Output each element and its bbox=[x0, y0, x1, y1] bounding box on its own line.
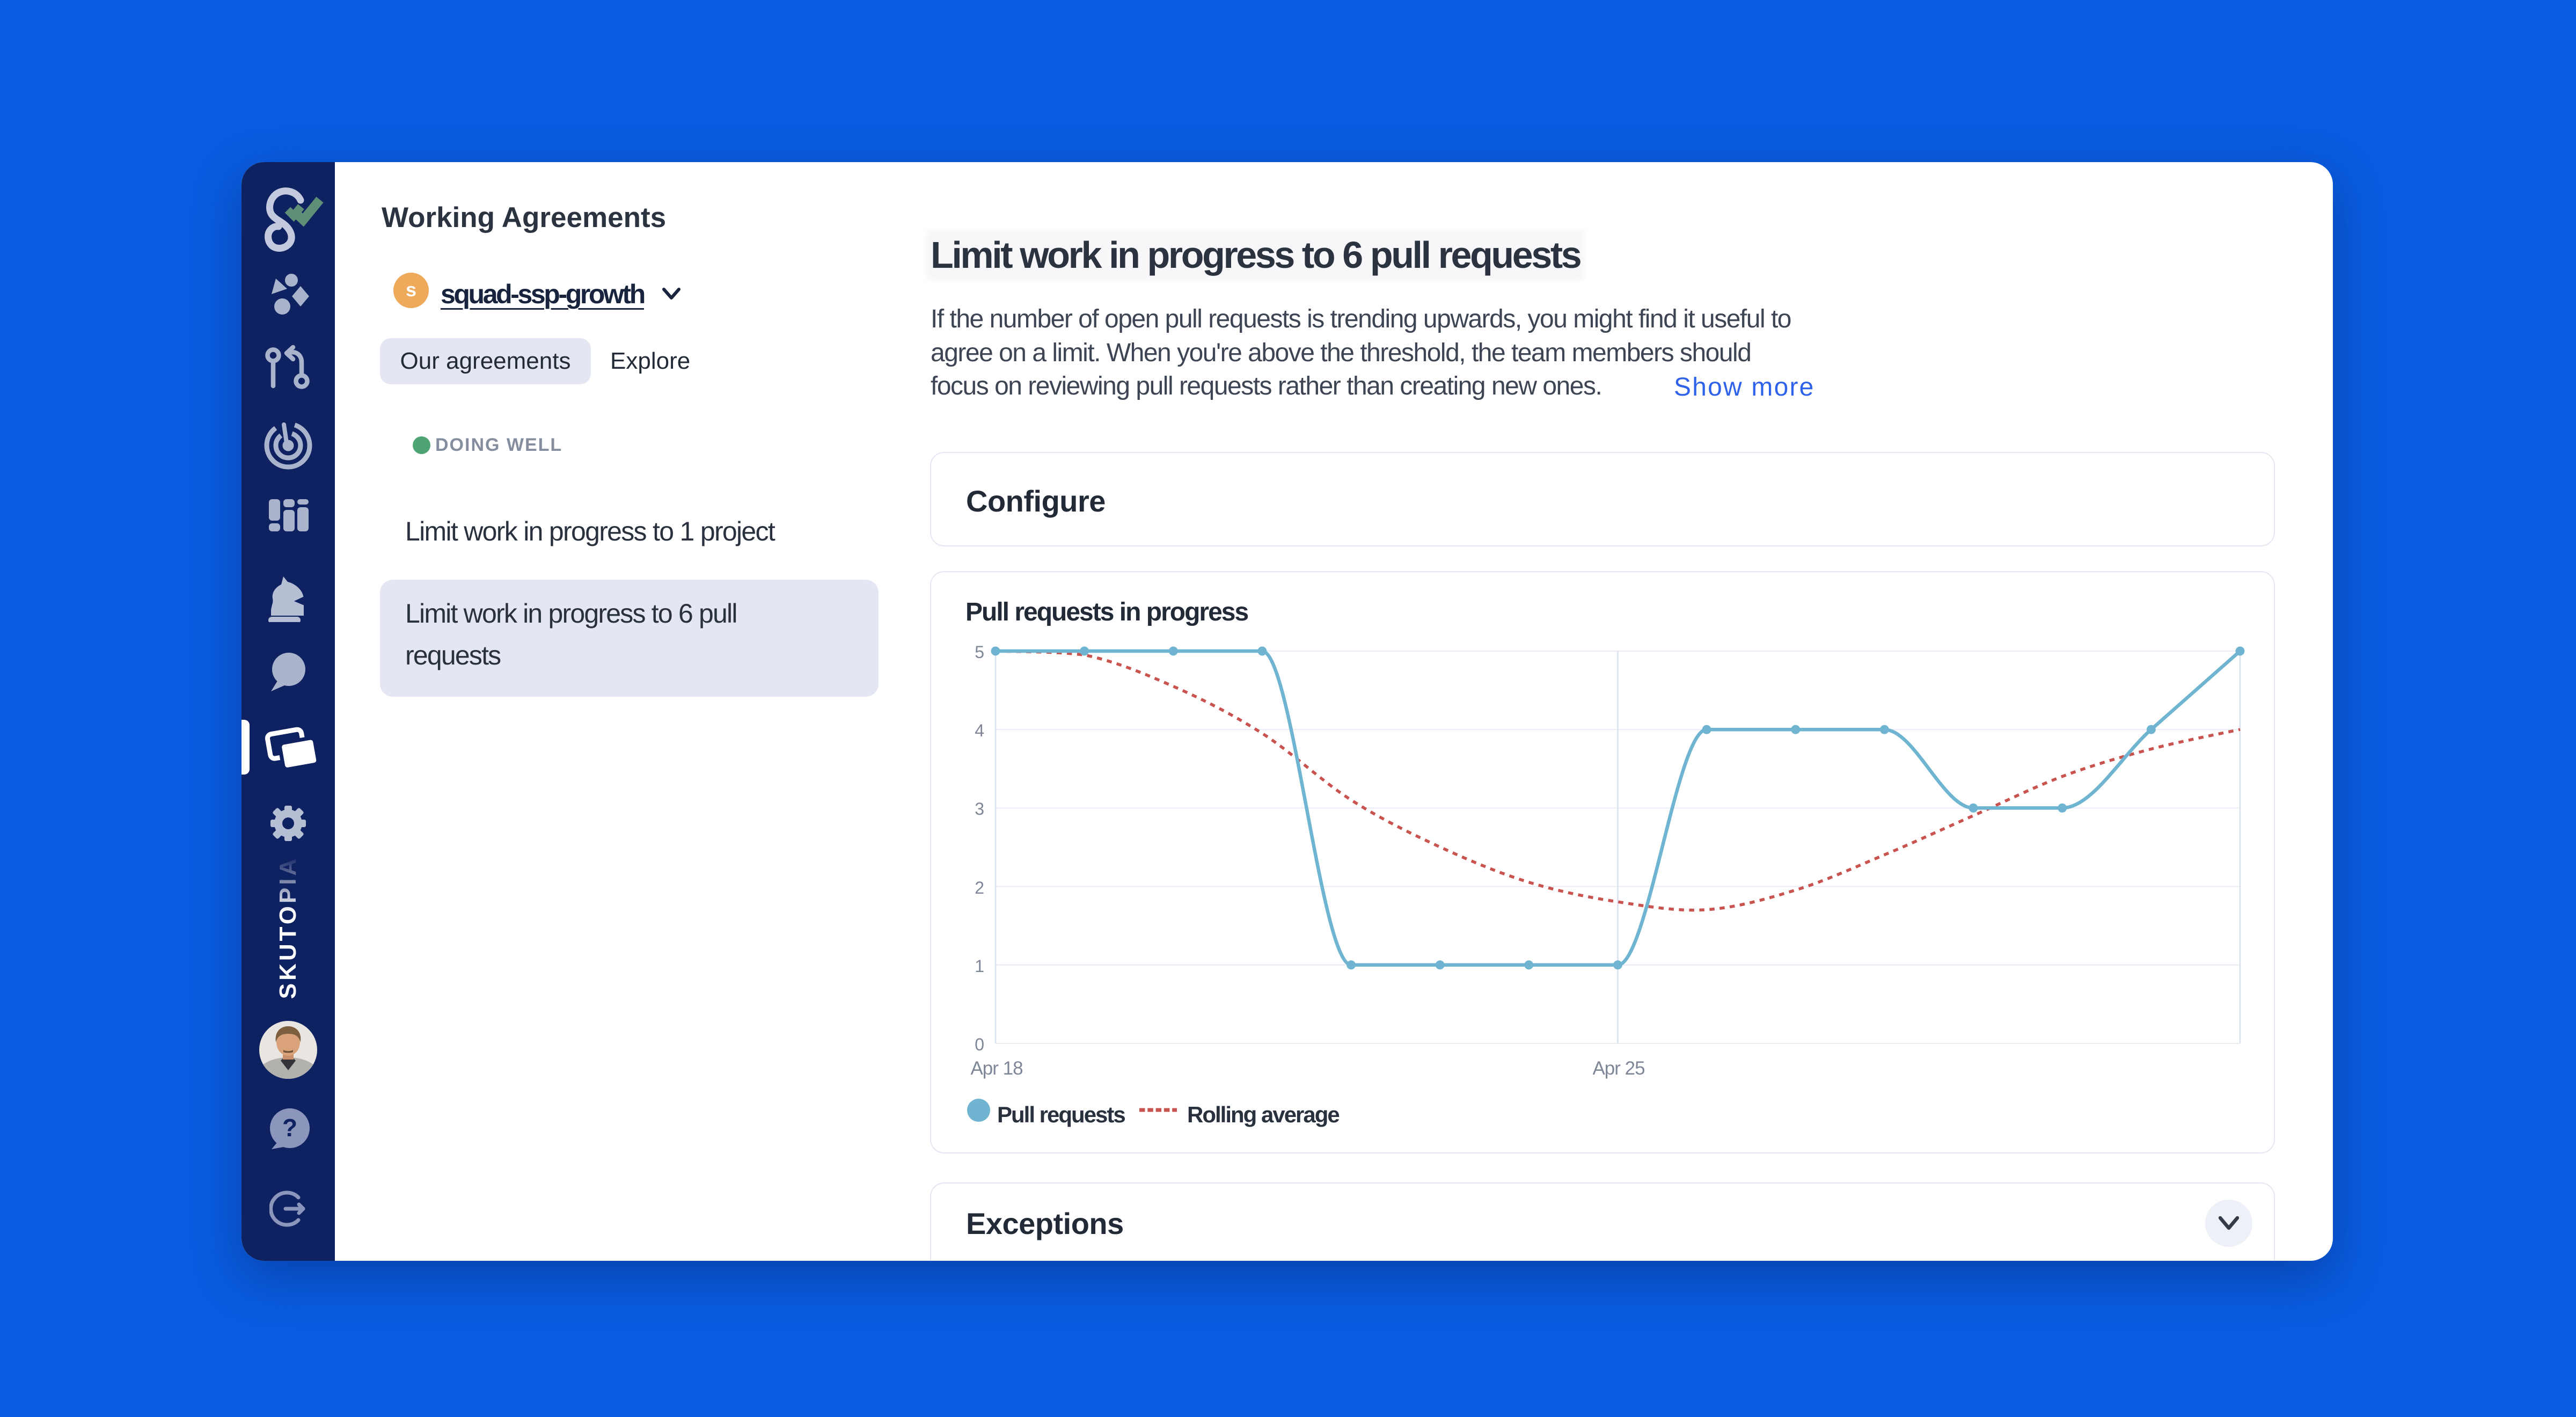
svg-text:?: ? bbox=[282, 1114, 297, 1142]
